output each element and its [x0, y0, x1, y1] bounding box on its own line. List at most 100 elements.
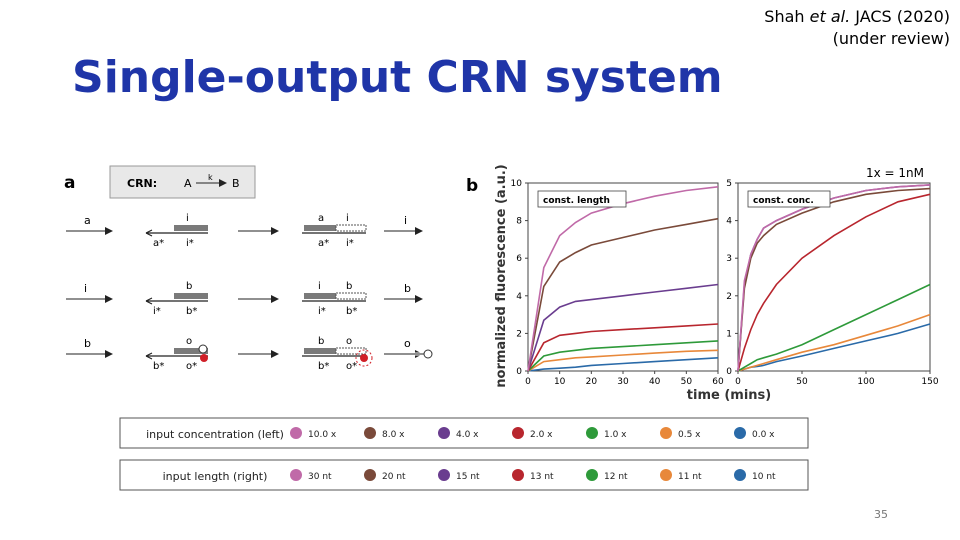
bound-bottom-label-right: b* — [346, 306, 357, 317]
legend-box: input concentration (left) 10.0 x 8.0 x 4.0… — [119, 417, 809, 449]
y-axis-label: normalized fluorescence (a.u.) — [494, 164, 509, 387]
gate-bottom-label-left: b* — [153, 361, 164, 372]
bound-input-strand — [304, 225, 336, 231]
legend-swatch — [364, 427, 376, 439]
y-tick-label: 5 — [726, 179, 732, 189]
quencher-icon — [423, 349, 433, 359]
legend-entry: 4.0 x — [456, 430, 479, 440]
legend-swatch — [290, 469, 302, 481]
x-tick-label: 40 — [649, 377, 661, 387]
plot-title: const. conc. — [747, 190, 831, 208]
bound-input-strand — [304, 348, 336, 354]
y-tick-label: 0 — [516, 367, 522, 377]
panel-b: b normalized fluorescence (a.u.) time (m… — [466, 164, 939, 403]
citation-status: (under review) — [832, 29, 950, 48]
y-tick-label: 1 — [726, 329, 732, 339]
citation-author: Shah — [764, 7, 805, 26]
bound-bottom-label-right: o* — [346, 361, 357, 372]
legend-entry: 2.0 x — [530, 430, 553, 440]
gate-top-strand — [174, 225, 208, 231]
gate-bottom-label-right: i* — [186, 238, 194, 249]
bound-top-label-left: b — [318, 336, 324, 347]
y-tick-label: 10 — [511, 179, 523, 189]
legend-entry: 13 nt — [530, 472, 554, 482]
series-line — [527, 349, 719, 372]
x-tick-label: 30 — [617, 377, 629, 387]
citation: Shah et al. JACS (2020) (under review) — [764, 6, 950, 50]
bound-bottom-label-left: b* — [318, 361, 329, 372]
gate-top-strand — [174, 348, 208, 354]
bound-top-label-right: i — [346, 213, 349, 224]
series-line — [527, 186, 719, 372]
quencher-icon — [198, 344, 208, 354]
citation-etal: et al. — [809, 7, 851, 26]
legend-swatch — [512, 469, 524, 481]
gate-complex: o b* o* — [145, 336, 208, 372]
plot-title-text: const. length — [543, 196, 610, 206]
legend-swatch — [586, 427, 598, 439]
displaced-strand — [335, 347, 367, 355]
bound-top-label-left: i — [318, 281, 321, 292]
legend-entry: 0.0 x — [752, 430, 775, 440]
legend-entry: 30 nt — [308, 472, 332, 482]
x-tick-label: 20 — [586, 377, 598, 387]
x-tick-label: 10 — [554, 377, 566, 387]
slide-title: Single-output CRN system — [72, 52, 723, 103]
gate-top-strand — [174, 293, 208, 299]
bound-input-strand — [304, 293, 336, 299]
gate-bottom-label-left: a* — [153, 238, 164, 249]
legend-entry: 10 nt — [752, 472, 776, 482]
plot-title-text: const. conc. — [753, 196, 814, 206]
y-tick-label: 2 — [726, 292, 732, 302]
panel-b-label: b — [466, 176, 478, 196]
x-tick-label: 0 — [735, 377, 741, 387]
legend-swatch — [290, 427, 302, 439]
legend-swatch — [438, 469, 450, 481]
plot-title: const. length — [537, 190, 627, 208]
bound-complex: a i a* i* — [302, 213, 367, 249]
legend-entry: 10.0 x — [308, 430, 337, 440]
legend-swatch — [734, 427, 746, 439]
crn-rate: k — [208, 173, 213, 182]
crn-reactant: A — [184, 177, 192, 190]
output-strand-label: o — [404, 337, 411, 350]
legend-swatch — [364, 469, 376, 481]
x-tick-label: 0 — [525, 377, 531, 387]
legends: input concentration (left) 10.0 x 8.0 x 4.0… — [119, 417, 809, 491]
legend-swatch — [438, 427, 450, 439]
series-line — [527, 283, 719, 372]
series-line — [737, 193, 931, 372]
legend-swatch — [660, 427, 672, 439]
input-strand-label: i — [84, 282, 87, 295]
x-axis-label: time (mins) — [687, 388, 771, 403]
series-line — [527, 340, 719, 372]
gate-top-label: b — [186, 281, 192, 292]
gate-complex: b i* b* — [145, 281, 208, 317]
displaced-strand — [335, 292, 367, 300]
legend-entry: 20 nt — [382, 472, 406, 482]
citation-venue: JACS (2020) — [855, 7, 950, 26]
x-tick-label: 100 — [857, 377, 874, 387]
y-tick-label: 4 — [516, 292, 522, 302]
signal-glow-icon — [355, 349, 373, 367]
series-line — [527, 357, 719, 372]
plot-left: 0 10 20 30 40 50 60 0 2 4 6 8 10 const. length — [511, 179, 724, 387]
plot-frame — [527, 182, 719, 372]
legend-swatch — [586, 469, 598, 481]
panel-a: a CRN: A k B a ia* i*a ia* i*ii bi* b*i bi* b*bb… — [64, 165, 433, 372]
legend-entry: 0.5 x — [678, 430, 701, 440]
y-tick-label: 0 — [726, 367, 732, 377]
gate-top-label: i — [186, 213, 189, 224]
crn-label: CRN: — [127, 177, 157, 190]
bound-complex: b o b* o* — [302, 336, 373, 372]
legend-title: input concentration (left) — [146, 428, 284, 441]
series-line — [737, 313, 931, 372]
bound-bottom-label-right: i* — [346, 238, 354, 249]
bound-bottom-label-left: a* — [318, 238, 329, 249]
gate-bottom-label-right: o* — [186, 361, 197, 372]
legend-entry: 12 nt — [604, 472, 628, 482]
fluorophore-icon — [200, 354, 208, 362]
legend-swatch — [660, 469, 672, 481]
y-tick-label: 8 — [516, 217, 522, 227]
y-tick-label: 3 — [726, 254, 732, 264]
